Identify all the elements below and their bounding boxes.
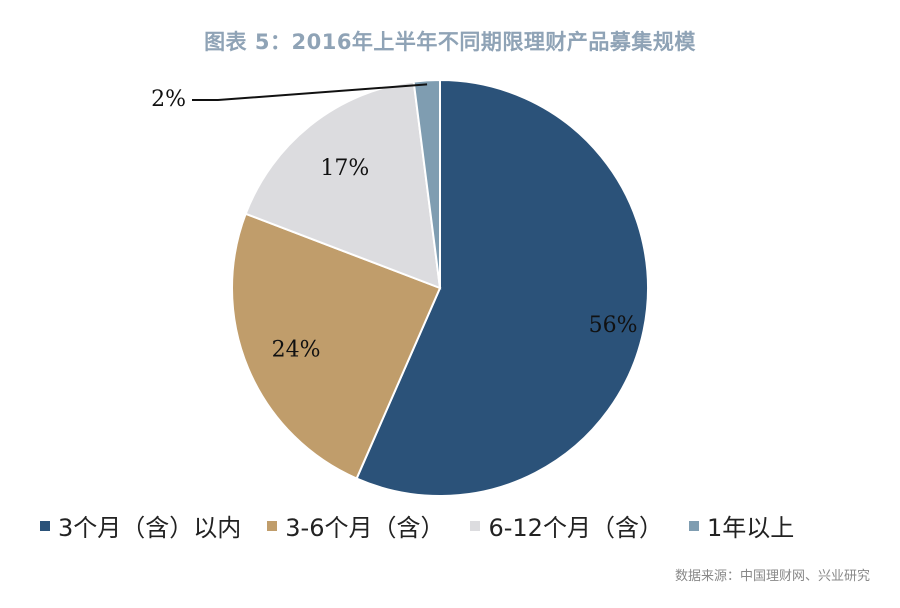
pie-slice-2 bbox=[244, 80, 442, 290]
legend-swatch bbox=[267, 520, 278, 531]
slice-label-0: 56% bbox=[589, 313, 638, 338]
pie-slice-0 bbox=[355, 78, 649, 497]
legend: 3个月（含）以内 3-6个月（含） 6-12个月（含） 1年以上 bbox=[40, 508, 820, 543]
legend-swatch bbox=[40, 520, 50, 531]
chart-title: 图表 5：2016年上半年不同期限理财产品募集规模 bbox=[204, 30, 696, 54]
legend-label: 1年以上 bbox=[706, 514, 795, 542]
leader-line bbox=[192, 83, 428, 101]
legend-item-1: 3-6个月（含） bbox=[267, 508, 444, 543]
slice-label-2: 17% bbox=[320, 156, 369, 181]
legend-item-3: 1年以上 bbox=[688, 508, 795, 543]
legend-swatch bbox=[470, 520, 481, 531]
legend-label: 3-6个月（含） bbox=[285, 514, 445, 542]
legend-label: 3个月（含）以内 bbox=[58, 514, 242, 542]
legend-swatch bbox=[688, 520, 699, 531]
pie-slice-1 bbox=[231, 212, 442, 480]
pie-chart: 56% 24% 17% 2% bbox=[151, 78, 649, 497]
slice-label-3: 2% bbox=[151, 87, 186, 112]
legend-label: 6-12个月（含） bbox=[488, 514, 663, 542]
source-note: 数据来源：中国理财网、兴业研究 bbox=[674, 569, 870, 584]
legend-item-0: 3个月（含）以内 bbox=[40, 508, 241, 543]
legend-item-2: 6-12个月（含） bbox=[470, 508, 663, 543]
slice-label-1: 24% bbox=[272, 337, 321, 362]
pie-slice-3 bbox=[412, 78, 441, 289]
